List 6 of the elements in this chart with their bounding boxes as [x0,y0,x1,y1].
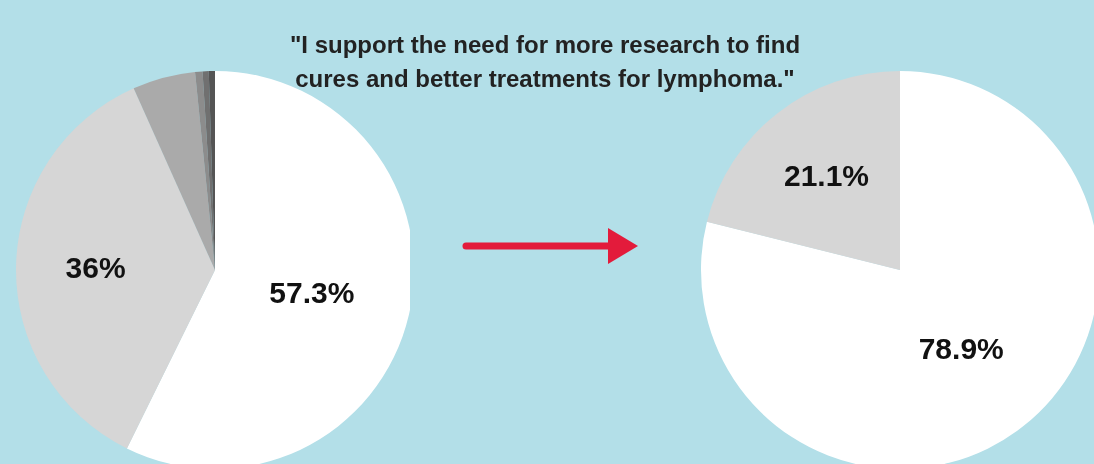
text: "I support the need for more research to find cures and better treatments for lymphoma." [288,30,802,94]
data-label: 36% [65,251,126,285]
data-label: 57.3% [269,276,355,310]
data-label: 78.9% [918,331,1004,365]
data-label: 21.1% [783,159,870,193]
pie-slice [133,72,215,270]
